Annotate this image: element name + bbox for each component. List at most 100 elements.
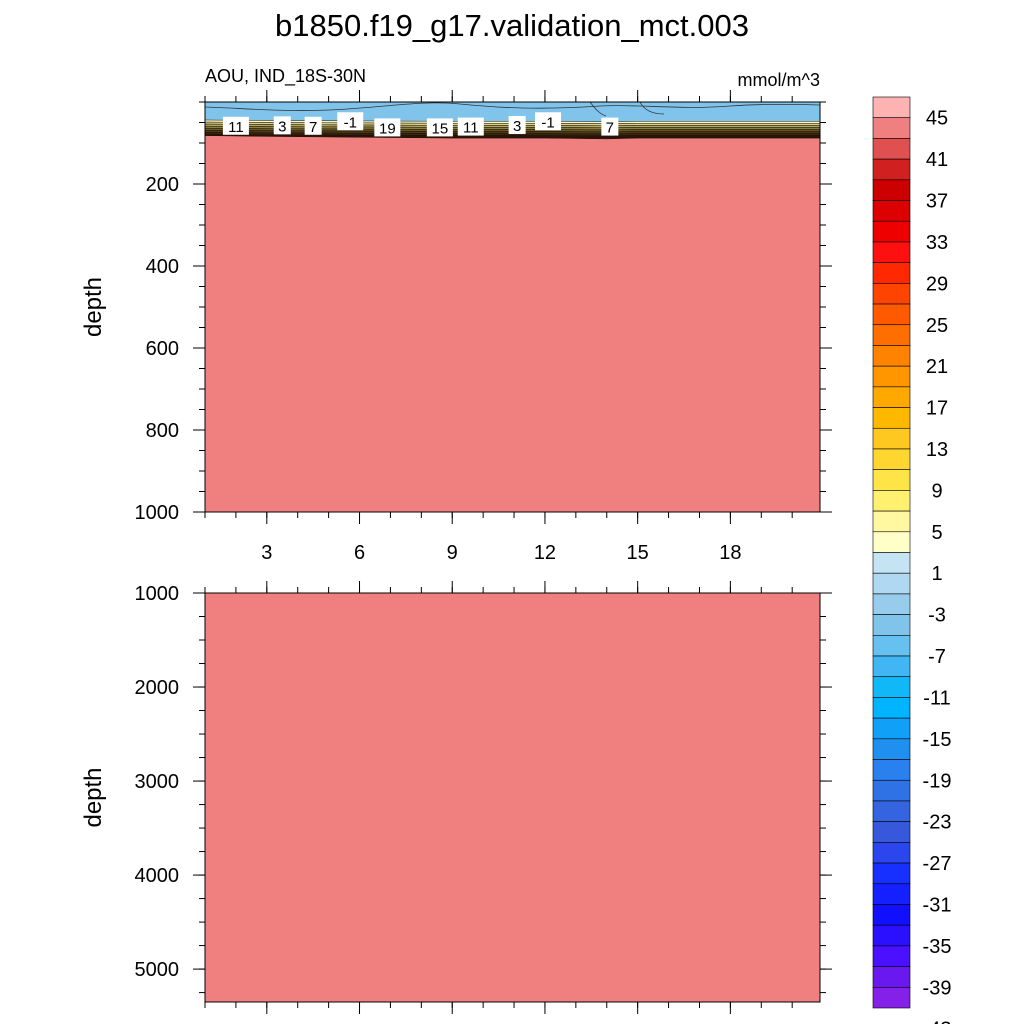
contour-label: 19 [379, 120, 396, 137]
chart-title: b1850.f19_g17.validation_mct.003 [275, 8, 749, 43]
colorbar-label: -19 [923, 770, 952, 792]
colorbar-swatch [872, 552, 911, 574]
colorbar-swatch [872, 469, 911, 491]
colorbar-swatch [872, 448, 911, 470]
colorbar-swatch [872, 924, 911, 947]
colorbar-swatch [872, 179, 911, 201]
colorbar-swatch [872, 676, 911, 698]
colorbar-swatch [872, 717, 911, 740]
colorbar-swatch [872, 138, 911, 160]
colorbar-swatch [872, 800, 911, 822]
colorbar-swatch [872, 262, 911, 284]
colorbar-swatch [872, 862, 911, 885]
colorbar-swatch [872, 365, 911, 388]
colorbar-swatch [872, 490, 911, 512]
contour-label-box [374, 118, 401, 137]
contour-label-box [426, 118, 453, 137]
contour-line [589, 101, 665, 117]
upper-depth-panel: 11 3 7 -1 19 15 11 3 -1 7 200 400 600 800 1000 3 6 9 12 15 1… [80, 90, 832, 564]
colorbar-swatch [872, 427, 911, 450]
deep-fill-region [205, 593, 820, 1002]
colorbar-label: -39 [923, 977, 952, 999]
colorbar-swatch [872, 635, 911, 657]
y-tick-label: 3000 [135, 771, 180, 793]
x-tick-label: 3 [261, 542, 272, 564]
contour-line [204, 102, 821, 111]
colorbar-label: -31 [923, 894, 952, 916]
colorbar-label: -15 [923, 729, 952, 751]
colorbar-swatch [872, 158, 911, 181]
colorbar-label: 5 [931, 522, 942, 544]
colorbar-swatch [872, 283, 911, 305]
x-tick-label: 12 [534, 542, 556, 564]
y-axis-label: depth [80, 277, 107, 337]
colorbar-swatch [872, 738, 911, 760]
x-tick-label: 15 [627, 542, 649, 564]
colorbar-label: -43 [923, 1019, 952, 1024]
y-tick-label: 5000 [135, 959, 180, 981]
colorbar-swatch [872, 407, 911, 429]
contour-label: -1 [344, 114, 357, 131]
x-tick-label: 9 [447, 542, 458, 564]
contour-label-box [337, 112, 364, 131]
colorbar-label: 25 [926, 315, 948, 337]
colorbar-swatch [872, 241, 911, 263]
chart-subtitle: AOU, IND_18S-30N [205, 66, 366, 87]
y-tick-label: 200 [146, 174, 179, 196]
contour-label-box [304, 116, 322, 135]
y-axis-label: depth [80, 767, 107, 827]
contour-label: 11 [463, 120, 479, 137]
colorbar-label: 13 [926, 439, 948, 461]
colorbar-label: 33 [926, 232, 948, 254]
plot-frame [204, 592, 821, 1003]
y-tick-label: 800 [146, 420, 179, 442]
y-tick-label: 2000 [135, 677, 180, 699]
colorbar-label: 17 [926, 398, 948, 420]
colorbar-label: -11 [923, 687, 950, 709]
deep-fill-region [205, 102, 820, 512]
colorbar-label: -7 [928, 646, 946, 668]
contour-label-box [535, 112, 562, 131]
contour-label-box [273, 116, 291, 135]
y-tick-label: 600 [146, 338, 179, 360]
units-label: mmol/m^3 [738, 70, 820, 90]
colorbar-swatch [872, 593, 911, 615]
colorbar-label: 9 [931, 480, 942, 502]
colorbar-swatch [872, 945, 911, 967]
x-tick-label: 6 [354, 542, 365, 564]
colorbar-label: 41 [926, 149, 948, 171]
contour-label: 3 [513, 118, 521, 135]
colorbar-swatch [872, 883, 911, 905]
contour-label: 7 [309, 119, 317, 136]
colorbar-label: 29 [926, 273, 948, 295]
colorbar-swatch [872, 572, 911, 595]
y-tick-label: 400 [146, 256, 179, 278]
contour-label: 15 [432, 120, 449, 137]
y-tick-label: 4000 [135, 865, 180, 887]
colorbar-label: 1 [931, 563, 942, 585]
colorbar-swatch [872, 303, 911, 326]
contour-label-box [457, 117, 484, 136]
lower-depth-panel: 1000 2000 3000 4000 5000 depth [80, 581, 832, 1014]
colorbar-swatch [872, 759, 911, 781]
colorbar-swatch [872, 655, 911, 678]
colorbar-swatch [872, 966, 911, 988]
colorbar-label: 21 [926, 356, 948, 378]
contour-label: 11 [228, 119, 244, 136]
colorbar-label: -3 [928, 605, 946, 627]
colorbar-swatch [872, 614, 911, 636]
colorbar-swatch [872, 821, 911, 843]
contour-label-box [601, 117, 619, 136]
colorbar-swatch [872, 200, 911, 222]
y-tick-label: 1000 [135, 502, 180, 524]
colorbar-swatch [872, 324, 911, 346]
colorbar-swatch [872, 386, 911, 408]
colorbar-swatch [872, 842, 911, 864]
colorbar: 45 41 37 33 29 25 21 17 13 9 5 1 -3 -7 -11 -15 -19 -23 -27… [872, 96, 952, 1024]
colorbar-swatch [872, 96, 911, 119]
colorbar-swatch [872, 117, 911, 139]
contour-label: -1 [541, 114, 554, 131]
colorbar-swatch [872, 510, 911, 533]
colorbar-swatch [872, 779, 911, 802]
